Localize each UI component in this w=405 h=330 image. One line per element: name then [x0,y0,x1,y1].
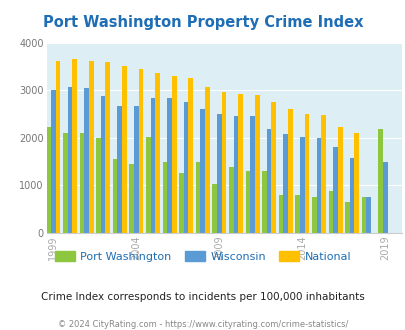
Bar [63,133,68,233]
Bar [271,102,275,233]
Bar [183,102,188,233]
Bar [117,106,122,233]
Bar [217,114,221,233]
Bar [266,128,271,233]
Bar [254,95,259,233]
Bar [337,127,342,233]
Text: Crime Index corresponds to incidents per 100,000 inhabitants: Crime Index corresponds to incidents per… [41,292,364,302]
Bar [162,162,167,233]
Bar [46,127,51,233]
Bar [134,106,139,233]
Bar [262,171,266,233]
Bar [155,73,160,233]
Bar [171,76,176,233]
Bar [68,86,72,233]
Bar [122,66,126,233]
Bar [146,137,150,233]
Bar [366,197,370,233]
Bar [167,98,171,233]
Bar [245,171,249,233]
Bar [344,202,349,233]
Bar [354,133,358,233]
Bar [55,61,60,233]
Bar [233,116,238,233]
Bar [179,173,183,233]
Bar [328,191,333,233]
Legend: Port Washington, Wisconsin, National: Port Washington, Wisconsin, National [50,247,355,267]
Bar [72,59,77,233]
Bar [105,62,110,233]
Bar [200,109,205,233]
Text: © 2024 CityRating.com - https://www.cityrating.com/crime-statistics/: © 2024 CityRating.com - https://www.city… [58,320,347,329]
Bar [79,133,84,233]
Bar [249,116,254,233]
Bar [195,162,200,233]
Bar [349,158,354,233]
Bar [278,195,283,233]
Bar [129,164,134,233]
Bar [238,94,242,233]
Bar [89,61,93,233]
Bar [311,197,316,233]
Text: Port Washington Property Crime Index: Port Washington Property Crime Index [43,15,362,30]
Bar [361,197,365,233]
Bar [100,96,105,233]
Bar [299,137,304,233]
Bar [316,138,320,233]
Bar [382,162,387,233]
Bar [150,98,155,233]
Bar [139,70,143,233]
Bar [294,195,299,233]
Bar [377,129,382,233]
Bar [188,79,193,233]
Bar [84,88,89,233]
Bar [212,184,217,233]
Bar [51,90,55,233]
Bar [221,92,226,233]
Bar [228,167,233,233]
Bar [96,138,100,233]
Bar [288,109,292,233]
Bar [283,134,288,233]
Bar [205,87,209,233]
Bar [304,114,309,233]
Bar [113,159,117,233]
Bar [333,147,337,233]
Bar [320,115,325,233]
